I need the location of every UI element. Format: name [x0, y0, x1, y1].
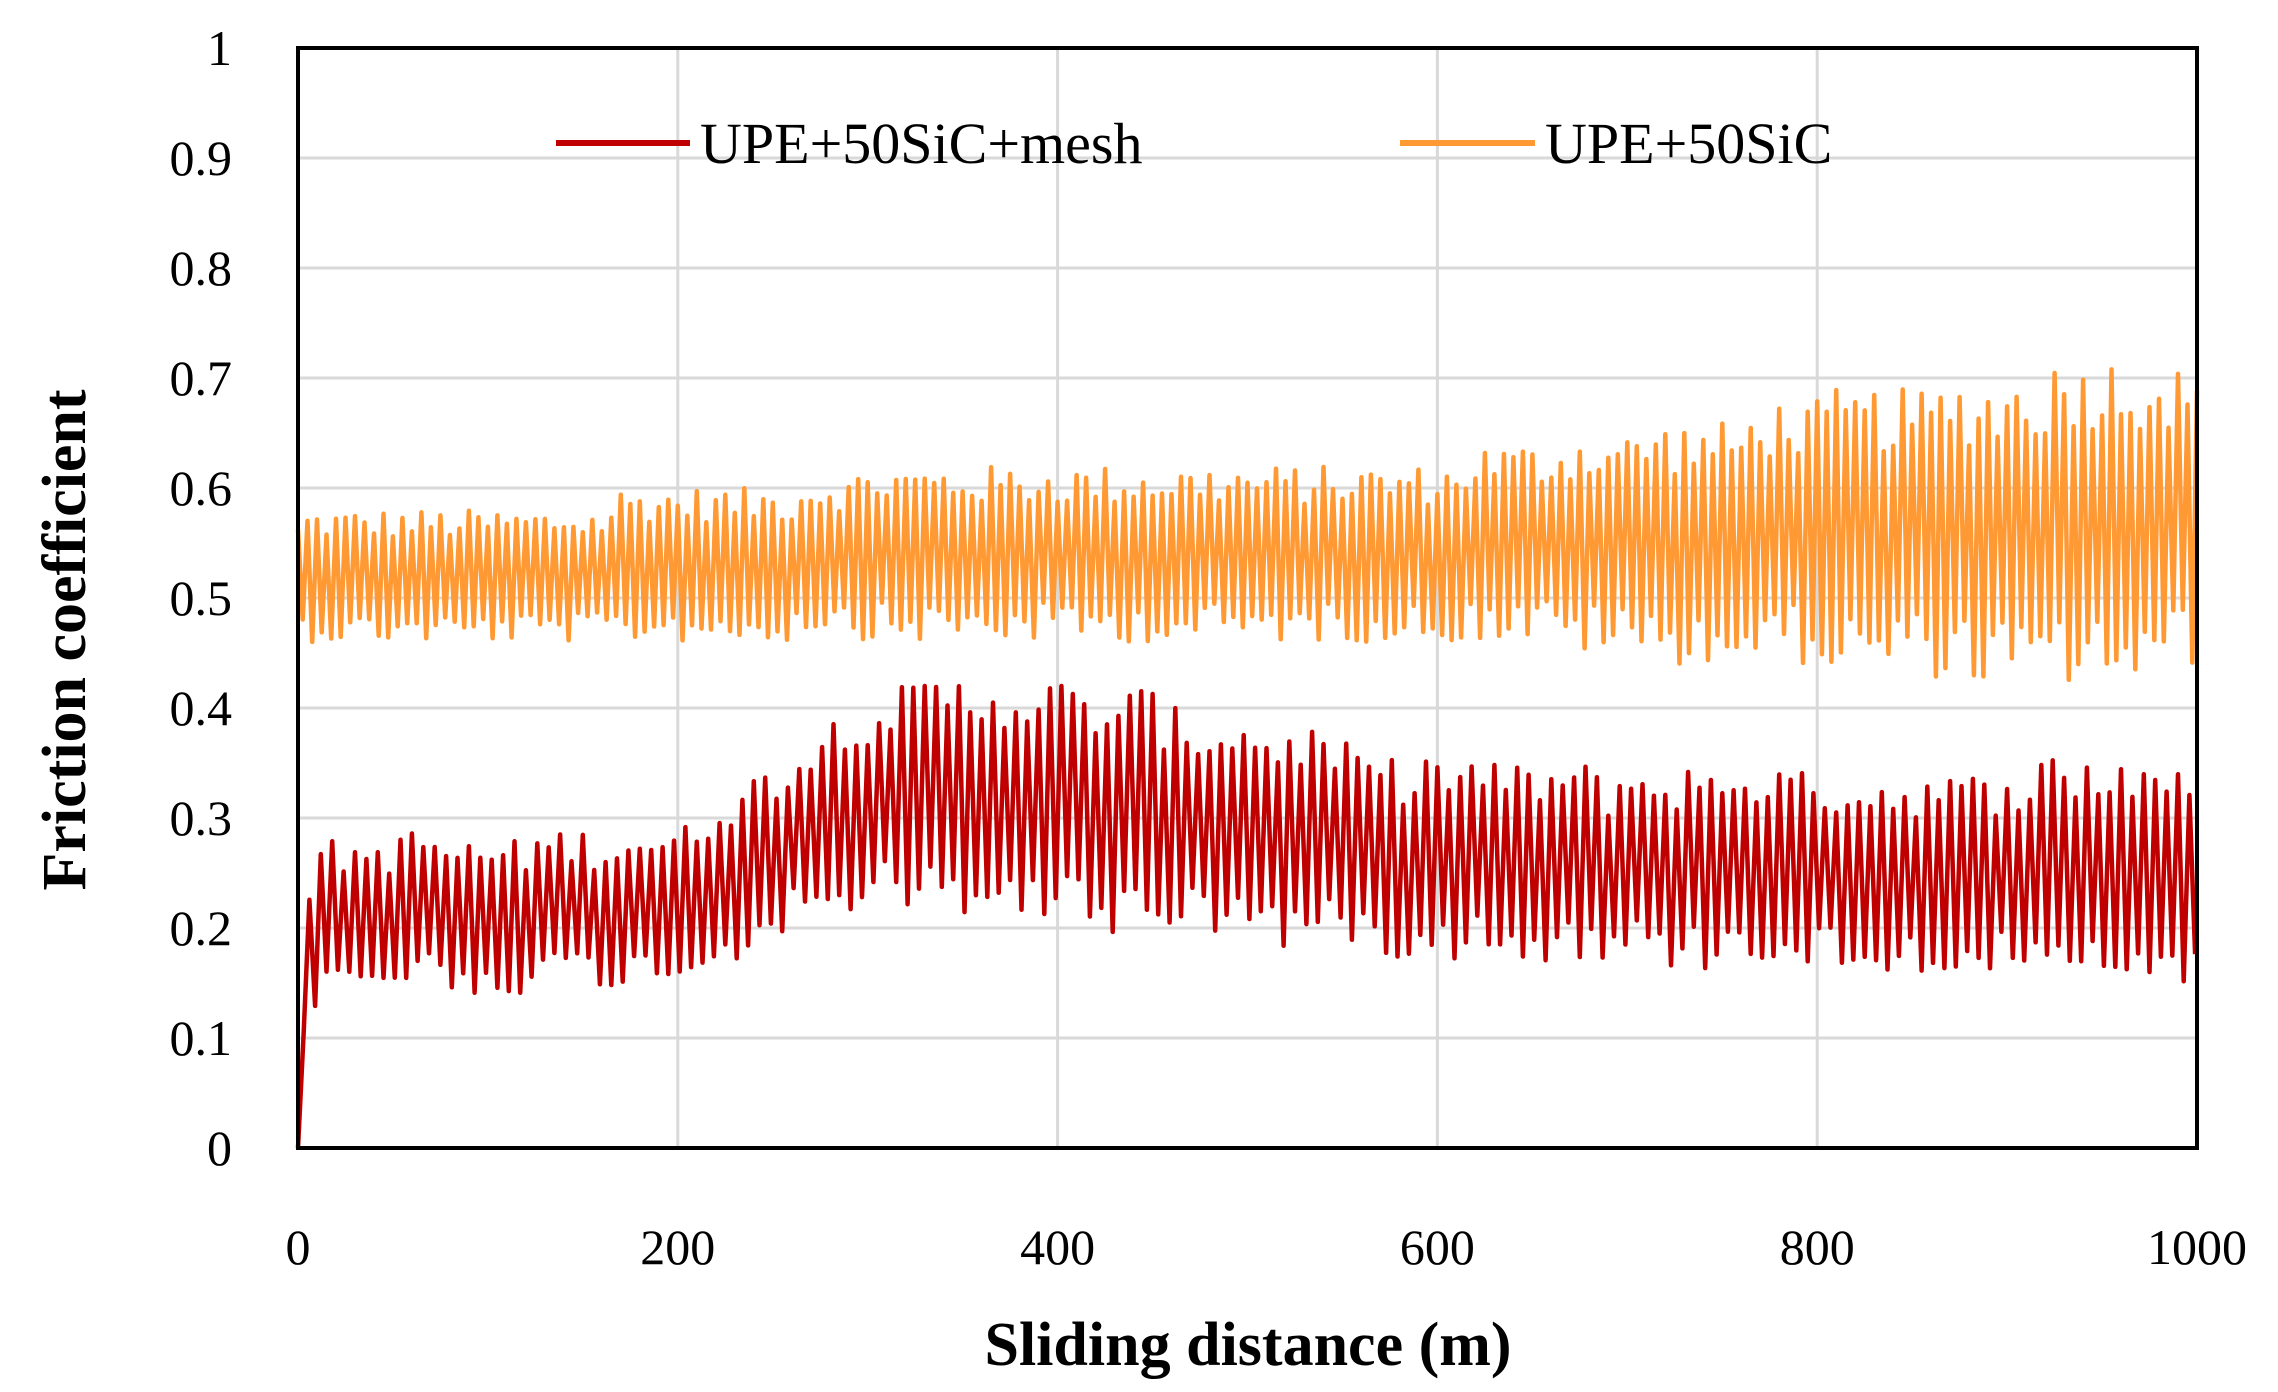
y-tick-label: 0.6	[170, 460, 233, 516]
x-tick-label: 200	[640, 1219, 715, 1275]
y-tick-label: 0.1	[170, 1010, 233, 1066]
y-tick-label: 1	[207, 20, 232, 76]
legend-label-series1: UPE+50SiC+mesh	[700, 111, 1142, 176]
x-tick-label: 0	[286, 1219, 311, 1275]
plot-frame	[296, 46, 2199, 1150]
x-tick-label: 600	[1400, 1219, 1475, 1275]
legend-label-series2: UPE+50SiC	[1545, 111, 1832, 176]
x-tick-labels: 0 200 400 600 800 1000	[286, 1219, 2248, 1275]
y-tick-label: 0.2	[170, 900, 233, 956]
x-tick-label: 1000	[2147, 1219, 2247, 1275]
y-tick-label: 0	[207, 1120, 232, 1176]
y-axis-title: Friction coefficient	[31, 389, 99, 890]
legend: UPE+50SiC+mesh UPE+50SiC	[556, 111, 1832, 176]
series-line-mesh	[295, 683, 2198, 1149]
y-tick-labels: 0 0.1 0.2 0.3 0.4 0.5 0.6 0.7 0.8 0.9 1	[170, 20, 233, 1176]
x-tick-label: 400	[1020, 1219, 1095, 1275]
y-tick-label: 0.7	[170, 350, 233, 406]
y-tick-label: 0.5	[170, 570, 233, 626]
y-tick-label: 0.9	[170, 130, 233, 186]
x-tick-label: 800	[1780, 1219, 1855, 1275]
series-layer	[295, 367, 2200, 1149]
y-tick-label: 0.4	[170, 680, 233, 736]
y-tick-label: 0.8	[170, 240, 233, 296]
series-line-base	[295, 367, 2200, 683]
x-axis-title: Sliding distance (m)	[984, 1311, 1511, 1379]
y-tick-label: 0.3	[170, 790, 233, 846]
